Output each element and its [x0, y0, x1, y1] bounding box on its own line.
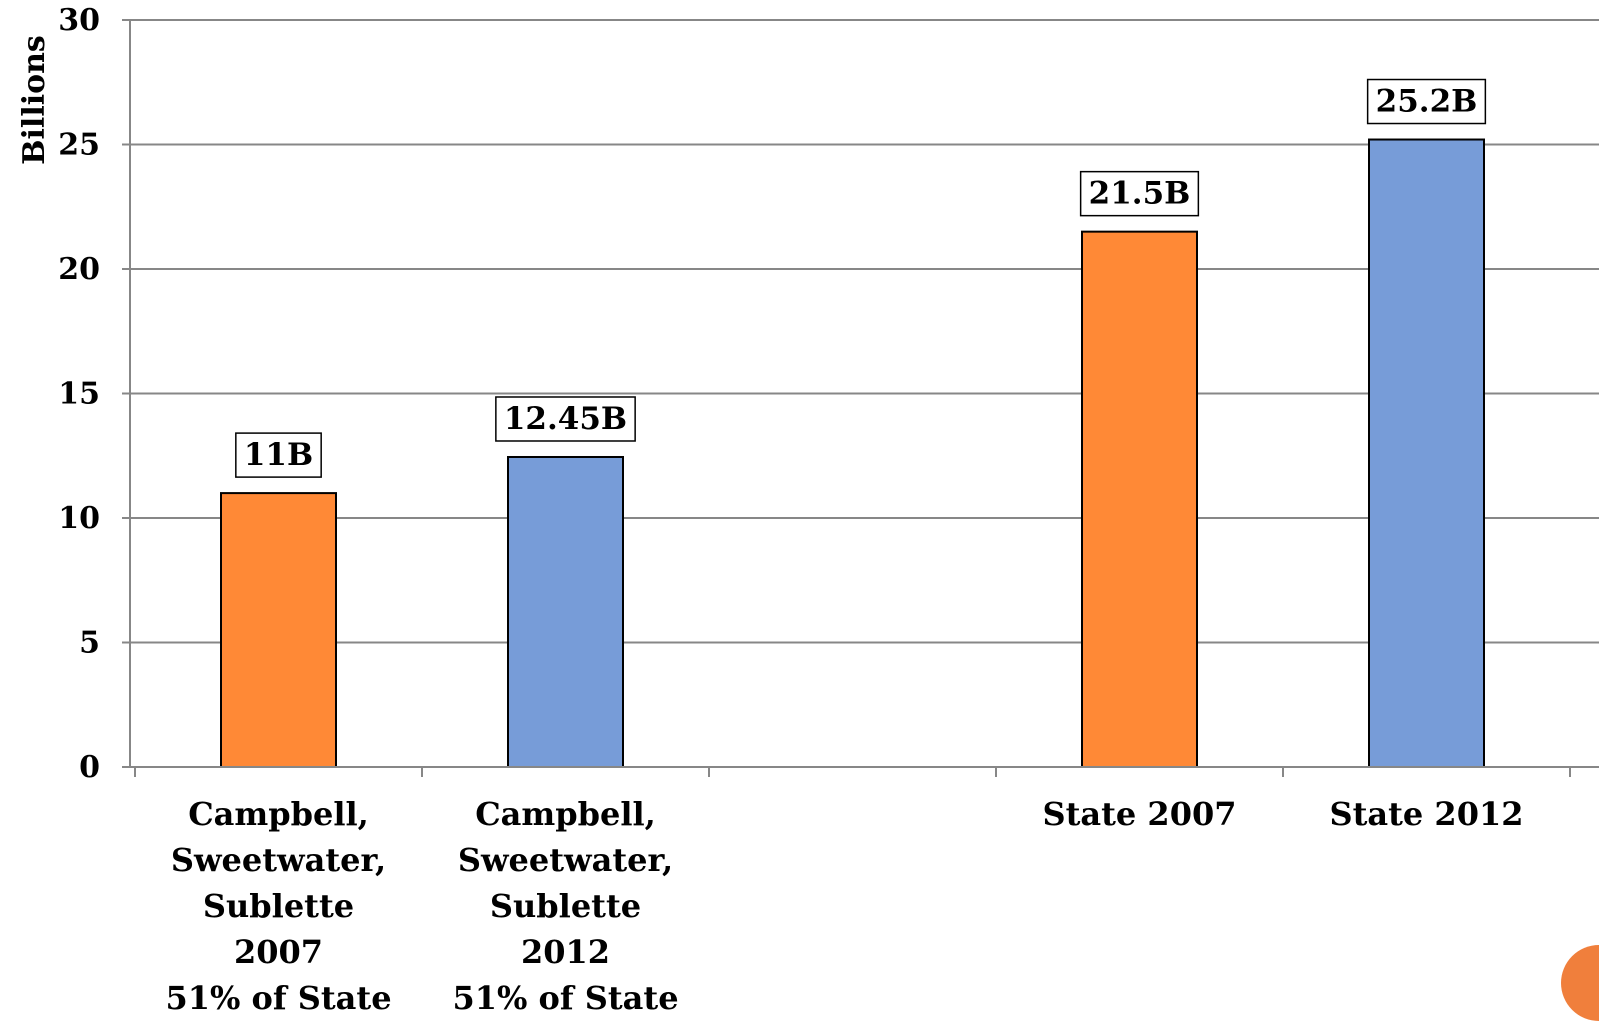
data-label-box: [235, 432, 322, 478]
y-tick-label: 30: [58, 3, 100, 38]
x-category-label: State 2012: [1330, 795, 1524, 833]
bar: [507, 455, 624, 768]
bar: [1081, 230, 1198, 768]
x-category-label-line: 51% of State: [452, 979, 678, 1017]
y-tick-label: 25: [58, 128, 100, 163]
gridlines: [122, 19, 1599, 768]
bar: [1368, 138, 1485, 768]
x-category-label: State 2007: [1043, 795, 1237, 833]
x-category-label-line: Sublette: [203, 887, 354, 925]
data-label: 25.2B: [1366, 78, 1487, 125]
x-category-label-line: 2012: [521, 933, 610, 971]
x-category-label-line: Sweetwater,: [171, 841, 386, 879]
x-axis-category-labels: Campbell, Sweetwater, Sublette 2007 51% of S…: [165, 795, 1523, 1017]
x-category-label-line: 51% of State: [165, 979, 391, 1017]
x-category-label-line: 2007: [234, 933, 323, 971]
y-tick-label: 5: [79, 626, 100, 661]
y-tick-label: 20: [58, 252, 100, 287]
data-label-text: 21.5B: [1089, 176, 1191, 212]
x-category-label-line: Campbell,: [188, 795, 369, 833]
y-tick-label: 10: [58, 501, 100, 536]
data-label-text: 11B: [244, 437, 313, 473]
data-label-text: 25.2B: [1376, 84, 1478, 120]
data-label: 11B: [235, 432, 322, 478]
y-axis-title: Billions: [17, 35, 52, 165]
y-tick-label: 15: [58, 377, 100, 412]
x-category-label-line: Sweetwater,: [458, 841, 673, 879]
x-category-label-line: State 2012: [1330, 795, 1524, 833]
y-axis-tick-labels: 0 5 10 15 20 25 30: [58, 3, 100, 785]
data-label: 12.45B: [495, 396, 636, 442]
decorative-circle: [1561, 945, 1599, 1021]
x-category-label: Campbell, Sweetwater, Sublette 2012 51% of S…: [452, 795, 678, 1017]
axes: [129, 20, 1599, 777]
y-tick-label: 0: [79, 750, 100, 785]
x-category-label-line: State 2007: [1043, 795, 1237, 833]
data-label-text: 12.45B: [504, 401, 627, 437]
bars: [220, 138, 1485, 768]
data-labels: 11B 12.45B 21.5B 25.2B: [235, 78, 1487, 478]
x-category-label-line: Sublette: [490, 887, 641, 925]
data-label-box: [495, 396, 636, 442]
data-label-box: [1366, 78, 1487, 125]
data-label: 21.5B: [1079, 170, 1200, 217]
x-category-label-line: Campbell,: [475, 795, 656, 833]
data-label-box: [1079, 170, 1200, 217]
x-category-label: Campbell, Sweetwater, Sublette 2007 51% of S…: [165, 795, 391, 1017]
bar: [220, 492, 337, 768]
